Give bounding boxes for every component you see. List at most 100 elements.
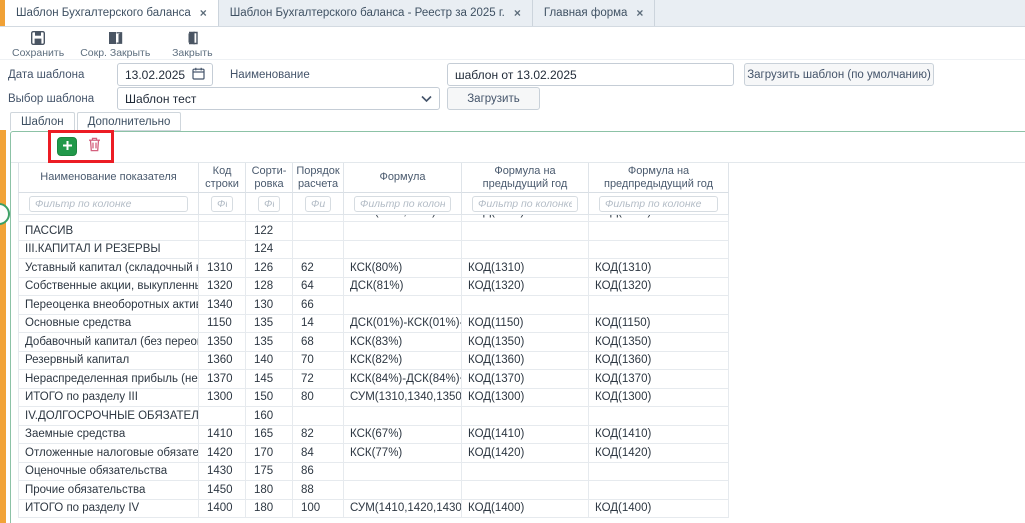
table-row[interactable]: IV.ДОЛГОСРОЧНЫЕ ОБЯЗАТЕЛЬСТВА 160 xyxy=(18,407,729,426)
save-and-close-button[interactable]: Сокр. Закрыть xyxy=(80,30,150,59)
table-cell xyxy=(344,240,462,259)
column-header[interactable]: Формула на предыдущий год xyxy=(462,163,589,193)
table-cell: 175 xyxy=(246,462,293,481)
table-row[interactable]: III.КАПИТАЛ И РЕЗЕРВЫ 124 xyxy=(18,240,729,259)
table-row[interactable]: Уставный капитал (складочный капита...13… xyxy=(18,259,729,278)
close-icon[interactable]: × xyxy=(636,6,644,20)
template-date-input[interactable]: 13.02.2025 xyxy=(117,63,213,86)
table-row[interactable]: Резервный капитал 1360 140 70 КСК(82%) КОД(13… xyxy=(18,351,729,370)
table-cell: 86 xyxy=(293,462,344,481)
table-cell: КСК(80%) xyxy=(344,259,462,278)
table-cell: Отложенные налоговые обязательства xyxy=(18,444,199,463)
table-cell: Основные средства xyxy=(18,314,199,333)
table-row[interactable]: Нераспределенная прибыль (непокрыт...137… xyxy=(18,370,729,389)
filter-cell xyxy=(462,193,589,215)
table-row[interactable]: ИТОГО по разделу IV 1400 180 100 СУМ(1410,14… xyxy=(18,499,729,518)
filter-cell xyxy=(293,193,344,215)
table-cell: 64 xyxy=(293,277,344,296)
window-tab-registry-2025[interactable]: Шаблон Бухгалтерского баланса - Реестр з… xyxy=(219,0,533,26)
table-row[interactable]: ИТОГО по разделу III 1300 150 80 СУМ(1310,13… xyxy=(18,388,729,407)
table-row[interactable]: Оценочные обязательства 1430 175 86 xyxy=(18,462,729,481)
table-row[interactable]: Заемные средства 1410 165 82 КСК(67%) КОД(141… xyxy=(18,425,729,444)
save-and-close-button-label: Сокр. Закрыть xyxy=(80,47,151,59)
table-cell: 1430 xyxy=(199,462,246,481)
window-tab-balance-template[interactable]: Шаблон Бухгалтерского баланса × xyxy=(0,0,219,26)
table-cell: СУМ(1310,1340,1350,1360,1... xyxy=(344,388,462,407)
column-filter-input[interactable] xyxy=(305,195,331,212)
add-row-button[interactable] xyxy=(57,137,77,156)
filter-cell xyxy=(246,193,293,215)
column-header[interactable]: Формула xyxy=(344,163,462,193)
table-cell: 170 xyxy=(246,444,293,463)
table-row[interactable]: Отложенные налоговые обязательства142017… xyxy=(18,444,729,463)
column-filter-input[interactable] xyxy=(472,195,578,212)
table-cell: 140 xyxy=(246,351,293,370)
table-cell: 1420 xyxy=(199,444,246,463)
load-default-template-button[interactable]: Загрузить шаблон (по умолчанию) xyxy=(744,63,934,86)
table-cell: 14 xyxy=(293,314,344,333)
table-row[interactable]: Добавочный капитал (без переоценки)13501… xyxy=(18,333,729,352)
filter-cell xyxy=(344,193,462,215)
table-cell: 1450 xyxy=(199,481,246,500)
column-header[interactable]: Код строки xyxy=(199,163,246,193)
close-icon[interactable]: × xyxy=(513,6,521,20)
door-icon xyxy=(185,30,200,46)
table-cell xyxy=(462,222,589,241)
template-select[interactable]: Шаблон тест xyxy=(117,87,440,110)
table-cell: КОД(1310) xyxy=(462,259,589,278)
table-cell: КОД(1600) xyxy=(462,215,589,222)
column-header[interactable]: Порядок расчета xyxy=(293,163,344,193)
table-row[interactable]: Основные средства 1150 135 14 ДСК(01%)-КСК(0… xyxy=(18,314,729,333)
table-row[interactable]: Собственные акции, выкупленные у ак...13… xyxy=(18,277,729,296)
column-filter-input[interactable] xyxy=(354,195,451,212)
tab-additional[interactable]: Дополнительно xyxy=(76,112,182,131)
table-cell: КОД(1350) xyxy=(462,333,589,352)
table-cell: 1350 xyxy=(199,333,246,352)
table-cell: ПАССИВ xyxy=(18,222,199,241)
table-cell: 88 xyxy=(293,481,344,500)
load-template-button[interactable]: Загрузить xyxy=(447,87,540,110)
tab-template[interactable]: Шаблон xyxy=(10,112,75,131)
table-row[interactable]: Прочие обязательства 1450 180 88 xyxy=(18,481,729,500)
grid-toolbar xyxy=(11,130,1025,163)
column-header[interactable]: Сорти-ровка xyxy=(246,163,293,193)
table-cell: 1360 xyxy=(199,351,246,370)
window-tab-main-form[interactable]: Главная форма × xyxy=(533,0,656,26)
splitter-collapse-handle[interactable] xyxy=(0,203,10,225)
column-header[interactable]: Наименование показателя xyxy=(18,163,199,193)
calendar-icon[interactable] xyxy=(192,67,205,83)
column-filter-input[interactable] xyxy=(29,195,188,212)
column-filter-input[interactable] xyxy=(258,195,280,212)
left-splitter-bar[interactable] xyxy=(0,130,6,523)
save-button[interactable]: Сохранить xyxy=(12,30,64,59)
table-cell: Добавочный капитал (без переоценки) xyxy=(18,333,199,352)
table-cell: КОД(1310) xyxy=(589,259,729,278)
table-cell: КОД(1350) xyxy=(589,333,729,352)
column-filter-input[interactable] xyxy=(211,195,233,212)
window-tab-label: Главная форма xyxy=(543,7,628,19)
table-cell: КОД(1150) xyxy=(589,314,729,333)
table-row[interactable]: ПАССИВ 122 xyxy=(18,222,729,241)
template-name-input[interactable]: шаблон от 13.02.2025 xyxy=(447,63,734,86)
table-cell: 1150 xyxy=(199,314,246,333)
table-cell xyxy=(199,222,246,241)
table-cell: 100 xyxy=(293,499,344,518)
table-cell: 70 xyxy=(293,351,344,370)
close-button[interactable]: Закрыть xyxy=(166,30,218,59)
chevron-down-icon[interactable] xyxy=(421,92,432,106)
table-cell: 1370 xyxy=(199,370,246,389)
filter-cell xyxy=(18,193,199,215)
delete-row-button[interactable] xyxy=(85,137,103,156)
table-cell: 120 xyxy=(246,215,293,222)
table-row[interactable]: БАЛАНС160012060СУМ(1100,1200)КОД(1600)КО… xyxy=(18,215,729,222)
table-cell: КОД(1400) xyxy=(589,499,729,518)
table-row[interactable]: Переоценка внеоборотных активов 1340 130 66 xyxy=(18,296,729,315)
table-header-row: Наименование показателя Код строки Сорти-р… xyxy=(18,163,729,193)
table-cell: 1410 xyxy=(199,425,246,444)
table-cell: КОД(1300) xyxy=(589,388,729,407)
column-filter-input[interactable] xyxy=(599,195,718,212)
table-cell: СУМ(1410,1420,1430,1450) xyxy=(344,499,462,518)
column-header[interactable]: Формула на предпредыдущий год xyxy=(589,163,729,193)
close-icon[interactable]: × xyxy=(199,6,207,20)
